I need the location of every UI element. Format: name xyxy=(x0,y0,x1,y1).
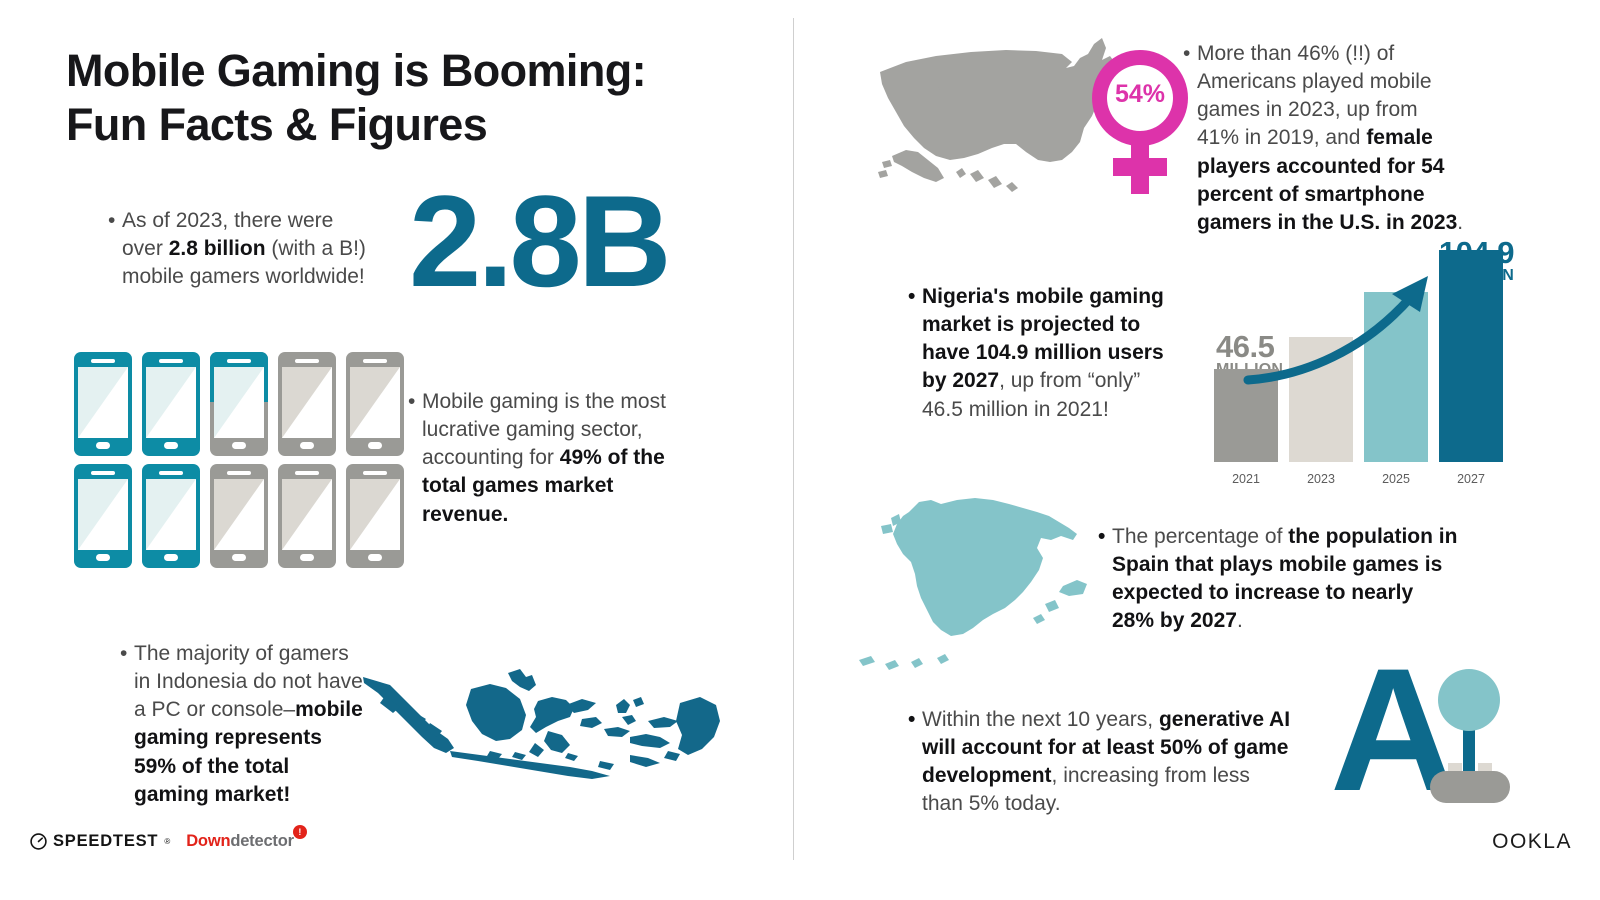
bullet-text: More than 46% (!!) of Americans played m… xyxy=(1183,40,1465,237)
downdetector-alert-badge: ! xyxy=(292,825,307,839)
bullet-text: The percentage of the population in Spai… xyxy=(1098,523,1458,636)
female-percent-value: 54% xyxy=(1114,80,1166,108)
text-bold-1: generative AI will account for at least … xyxy=(922,708,1291,788)
bullet-text: Within the next 10 years, generative AI … xyxy=(908,706,1293,819)
downdetector-part1: Down xyxy=(186,832,231,850)
text-part-1: More than 46% (!!) of Americans played m… xyxy=(1197,42,1432,150)
bullet-marker: • xyxy=(408,390,416,413)
text-part-2: . xyxy=(1236,609,1243,633)
footer-brand-right: OOKLA xyxy=(1492,830,1572,854)
text-bold-1: Nigeria's mobile gaming market is projec… xyxy=(922,285,1164,393)
spain-map xyxy=(845,478,1095,683)
text-part-1: Within the next 10 years, xyxy=(922,708,1159,731)
bar-label-2025: 2025 xyxy=(1382,472,1410,486)
downdetector-part2: detector xyxy=(230,832,294,850)
text-part-2: . xyxy=(1457,210,1464,234)
phone-icon-empty xyxy=(346,352,404,456)
bar-label-2021: 2021 xyxy=(1232,472,1260,486)
text-bold-1: female players accounted for 54 percent … xyxy=(1197,126,1458,234)
text-bold-1: 2.8 billion xyxy=(168,237,266,261)
bar-2027 xyxy=(1439,250,1503,462)
bullet-marker: • xyxy=(1183,42,1191,65)
bullet-text: Nigeria's mobile gaming market is projec… xyxy=(908,283,1170,424)
bullet-americans: • More than 46% (!!) of Americans played… xyxy=(1183,40,1465,237)
bullet-text: Mobile gaming is the most lucrative gami… xyxy=(408,388,678,529)
text-part-1: , up from “only” 46.5 million in 2021! xyxy=(922,369,1141,421)
bullet-text: The majority of gamers in Indonesia do n… xyxy=(120,640,365,809)
united-states-map xyxy=(866,32,1146,207)
bullet-lucrative-sector: • Mobile gaming is the most lucrative ga… xyxy=(408,388,678,529)
speedtest-trademark: ® xyxy=(164,837,171,846)
text-part-1: The percentage of xyxy=(1112,525,1289,548)
text-part-2: (with a B!) mobile gamers worldwide! xyxy=(122,237,366,289)
bullet-nigeria: • Nigeria's mobile gaming market is proj… xyxy=(908,283,1170,424)
downdetector-logo: Downdetector ! xyxy=(186,825,307,851)
bar-2023 xyxy=(1289,337,1353,462)
bullet-marker: • xyxy=(120,642,128,665)
chart-plot-area xyxy=(1214,250,1504,462)
bar-label-2027: 2027 xyxy=(1457,472,1485,486)
text-part-2: , increasing from less than 5% today. xyxy=(922,764,1250,816)
bullet-marker: • xyxy=(908,708,916,731)
indonesia-map xyxy=(330,655,720,800)
phone-icon-grid xyxy=(74,352,406,571)
bar-label-2023: 2023 xyxy=(1307,472,1335,486)
nigeria-bar-chart: 46.5 MILLION 104.9 MILLION 2021 2023 202… xyxy=(1214,237,1515,488)
phone-icon-filled xyxy=(142,352,200,456)
page-title-line2: Fun Facts & Figures xyxy=(66,99,488,150)
text-part-1: The majority of gamers in Indonesia do n… xyxy=(134,642,363,722)
phone-icon-empty xyxy=(278,464,336,568)
speedtest-wordmark: SPEEDTEST xyxy=(53,832,159,850)
bullet-generative-ai: • Within the next 10 years, generative A… xyxy=(908,706,1293,819)
page-title: Mobile Gaming is Booming: Fun Facts & Fi… xyxy=(66,44,726,152)
bullet-marker: • xyxy=(908,285,916,308)
column-divider xyxy=(793,18,794,860)
text-bold-1: mobile gaming represents 59% of the tota… xyxy=(134,698,363,806)
phone-icon-empty xyxy=(278,352,336,456)
big-stat-2-8b: 2.8B xyxy=(409,168,672,314)
bullet-spain: • The percentage of the population in Sp… xyxy=(1098,523,1458,636)
bullet-text: As of 2023, there were over 2.8 billion … xyxy=(108,207,368,291)
bullet-marker: • xyxy=(1098,525,1106,548)
phone-icon-partial xyxy=(210,352,268,456)
female-percent-badge: 54% xyxy=(1085,50,1195,203)
text-bold-1: the population in Spain that plays mobil… xyxy=(1112,525,1458,633)
bar-2021 xyxy=(1214,369,1278,462)
joystick-base xyxy=(1430,771,1510,803)
page-title-line1: Mobile Gaming is Booming: xyxy=(66,45,647,96)
phone-icon-filled xyxy=(74,352,132,456)
phone-icon-filled xyxy=(74,464,132,568)
footer-brand-left: SPEEDTEST ® Downdetector ! xyxy=(30,825,307,851)
bullet-gamers-worldwide: • As of 2023, there were over 2.8 billio… xyxy=(108,207,368,291)
ai-joystick-logo: A xyxy=(1330,633,1510,828)
speedtest-gauge-icon xyxy=(30,833,47,850)
speedtest-logo: SPEEDTEST ® xyxy=(30,832,170,851)
bullet-marker: • xyxy=(108,209,116,232)
text-part-1: As of 2023, there were over xyxy=(122,209,334,261)
text-bold-1: 49% of the total games market revenue. xyxy=(422,446,665,526)
phone-icon-filled xyxy=(142,464,200,568)
text-part-1: Mobile gaming is the most lucrative gami… xyxy=(422,390,666,470)
bar-2025 xyxy=(1364,292,1428,462)
phone-icon-empty xyxy=(210,464,268,568)
bullet-indonesia: • The majority of gamers in Indonesia do… xyxy=(120,640,365,809)
ookla-wordmark: OOKLA xyxy=(1492,830,1572,853)
joystick-ball xyxy=(1438,669,1500,731)
phone-icon-empty xyxy=(346,464,404,568)
